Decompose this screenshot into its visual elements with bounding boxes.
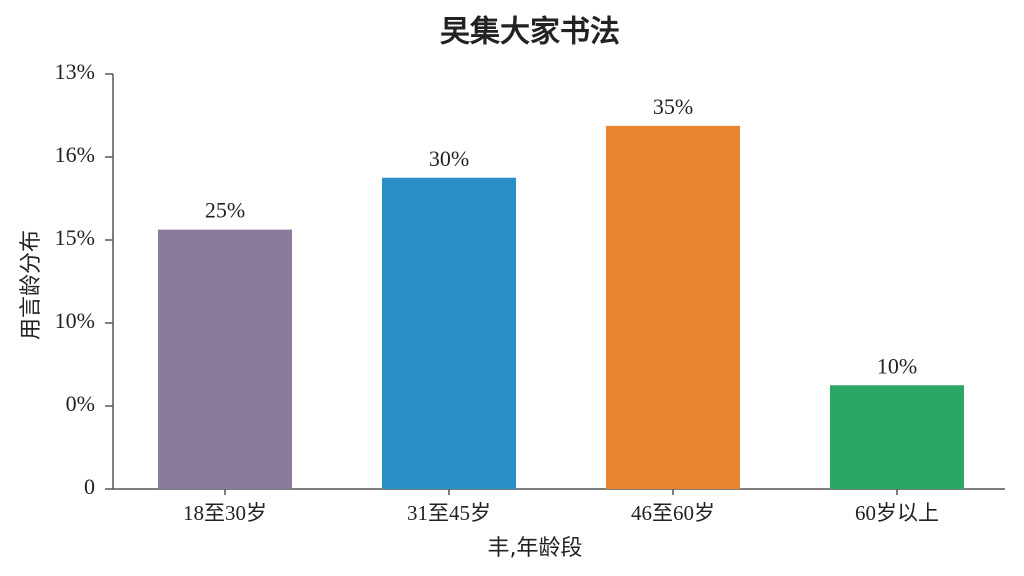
data-label: 10% (877, 353, 917, 378)
x-tick-label: 60岁以上 (855, 501, 939, 525)
bar (830, 385, 964, 489)
y-tick-label: 0 (84, 474, 95, 499)
bar (382, 177, 516, 489)
x-tick-label: 46至60岁 (631, 501, 715, 525)
data-label: 30% (429, 146, 469, 171)
y-axis-label: 用言龄分布 (19, 230, 44, 340)
chart-title: 旲集大家书法 (440, 15, 620, 50)
y-tick-label: 0% (66, 391, 95, 416)
x-tick-label: 31至45岁 (407, 501, 491, 525)
y-tick-label: 16% (55, 142, 95, 167)
bar (606, 125, 740, 489)
x-axis-label: 丰,年龄段 (488, 536, 583, 561)
x-tick-label: 18至30岁 (183, 501, 267, 525)
y-tick-label: 15% (55, 225, 95, 250)
y-tick-label: 13% (55, 59, 95, 84)
data-label: 35% (653, 94, 693, 119)
data-label: 25% (205, 198, 245, 223)
bar (158, 229, 292, 489)
y-tick-label: 10% (55, 308, 95, 333)
